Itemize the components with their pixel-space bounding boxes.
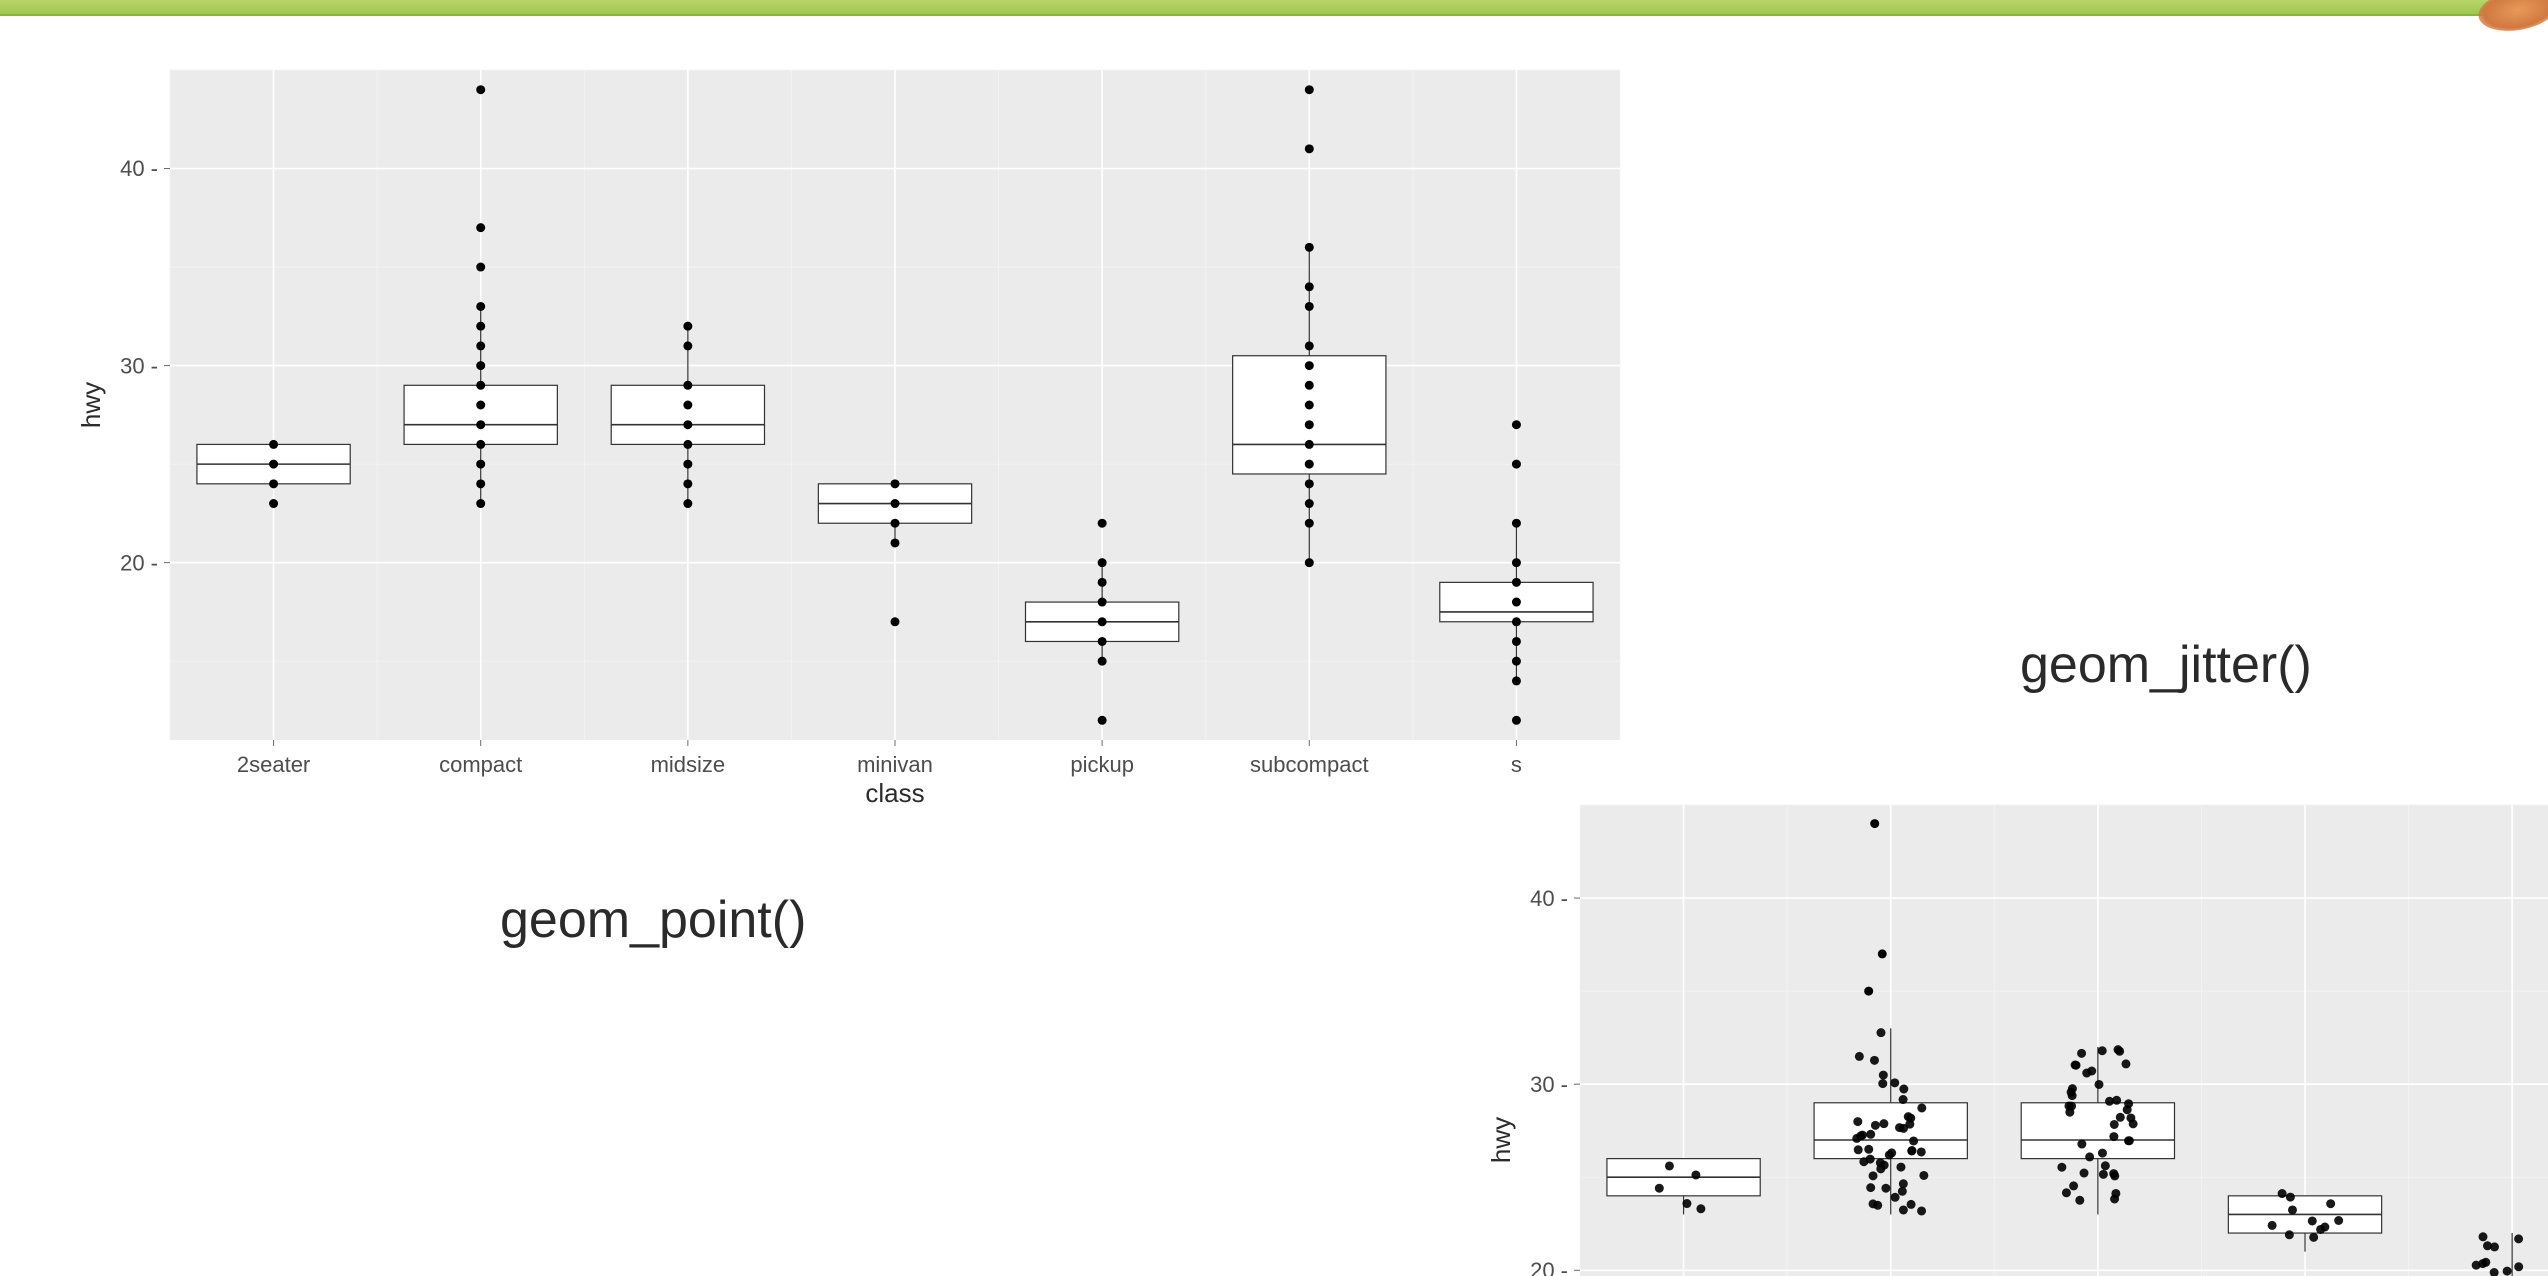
svg-text:class: class: [865, 778, 924, 808]
svg-text:40 -: 40 -: [1530, 886, 1568, 911]
svg-text:20 -: 20 -: [120, 550, 158, 575]
svg-text:pickup: pickup: [1070, 752, 1134, 777]
chart-geom-jitter-svg: 10 -20 -30 -40 -2seatercompactmidsizemin…: [1470, 785, 2548, 1276]
caption-geom-point: geom_point(): [500, 890, 806, 950]
svg-text:compact: compact: [439, 752, 522, 777]
svg-text:minivan: minivan: [857, 752, 933, 777]
svg-text:40 -: 40 -: [120, 156, 158, 181]
svg-text:midsize: midsize: [651, 752, 726, 777]
svg-text:subcompact: subcompact: [1250, 752, 1369, 777]
svg-text:20 -: 20 -: [1530, 1258, 1568, 1276]
svg-text:s: s: [1511, 752, 1522, 777]
chart-geom-jitter: 10 -20 -30 -40 -2seatercompactmidsizemin…: [1470, 785, 2548, 1276]
svg-text:30 -: 30 -: [1530, 1072, 1568, 1097]
chart-geom-point-svg: 20 - 30 - 40 - 2seater compact midsize minivan…: [60, 50, 1640, 830]
svg-text:2seater: 2seater: [237, 752, 310, 777]
svg-text:hwy: hwy: [76, 382, 106, 428]
svg-text:30 -: 30 -: [120, 353, 158, 378]
caption-geom-jitter: geom_jitter(): [2020, 635, 2312, 695]
svg-text:hwy: hwy: [1486, 1117, 1516, 1163]
chart-geom-point: 20 - 30 - 40 - 2seater compact midsize minivan…: [60, 50, 1640, 830]
decorative-corner: [2475, 0, 2548, 37]
decorative-top-bar: [0, 0, 2548, 16]
